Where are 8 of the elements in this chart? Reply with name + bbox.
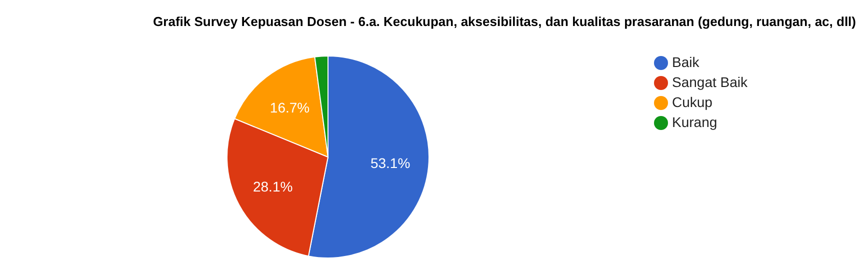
legend-label: Sangat Baik xyxy=(672,74,748,90)
data-label: 28.1% xyxy=(252,178,293,195)
legend-label: Cukup xyxy=(672,94,712,110)
legend-label: Kurang xyxy=(672,114,718,130)
legend-label: Baik xyxy=(672,54,700,70)
data-label: 53.1% xyxy=(370,155,410,172)
chart-title: Grafik Survey Kepuasan Dosen - 6.a. Kecukupan, aksesibilitas, dan kualitas prasaranan (gedung, ruangan, ac, dll) xyxy=(152,14,856,29)
data-label: 16.7% xyxy=(270,99,310,116)
